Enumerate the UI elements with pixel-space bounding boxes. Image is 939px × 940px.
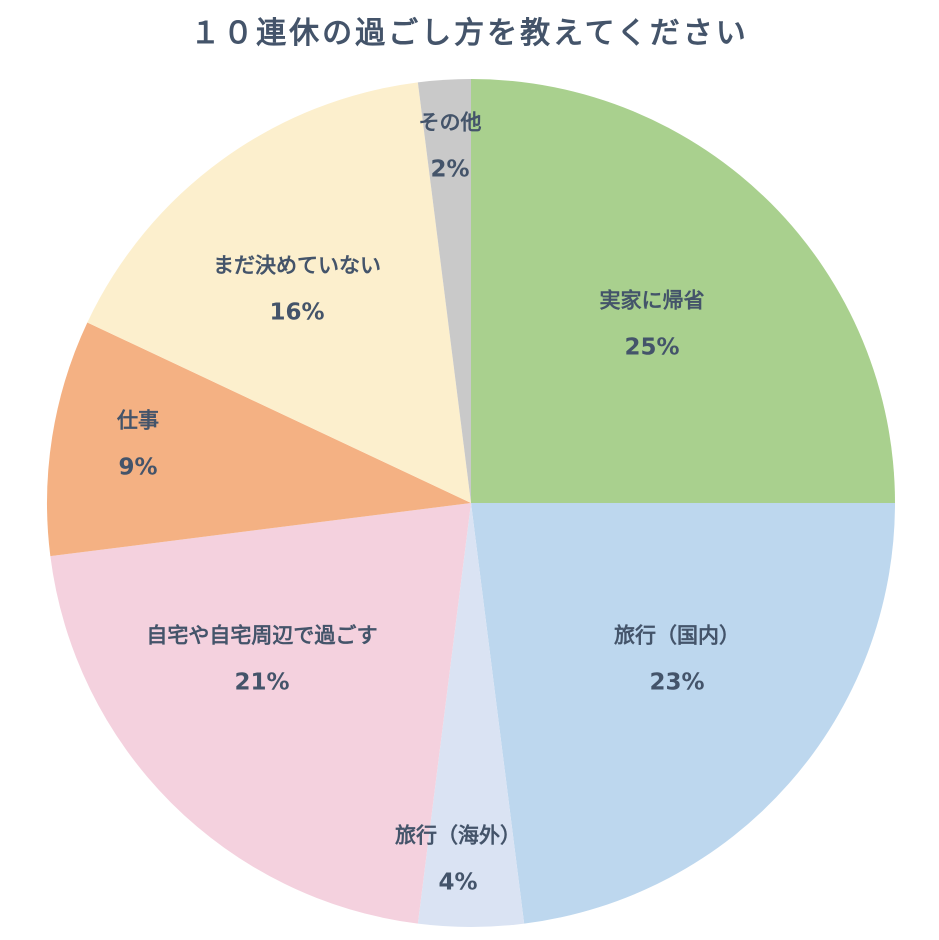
slice-percent: 9%: [118, 454, 158, 481]
slice-label: 旅行（海外） 4%: [395, 823, 521, 896]
slice-category: 自宅や自宅周辺で過ごす: [146, 623, 378, 648]
slice-percent: 4%: [438, 869, 478, 896]
slice-category: 仕事: [117, 408, 159, 433]
slice-label: 自宅や自宅周辺で過ごす 21%: [146, 623, 378, 696]
slice-percent: 21%: [234, 669, 290, 696]
pie-slice: [417, 79, 471, 503]
pie-slice: [471, 79, 895, 503]
slice-percent: 23%: [649, 669, 705, 696]
slice-category: 旅行（国内）: [614, 623, 740, 648]
slice-label: その他 2%: [418, 110, 482, 183]
pie-slice: [87, 82, 471, 503]
slice-label: 旅行（国内） 23%: [614, 623, 740, 696]
pie-slice: [471, 503, 895, 924]
slice-category: 実家に帰省: [599, 288, 705, 313]
slice-percent: 16%: [269, 299, 325, 326]
slice-label: 仕事 9%: [117, 408, 159, 481]
slice-label: 実家に帰省 25%: [599, 288, 705, 361]
pie-slice: [50, 503, 472, 924]
chart-title: １０連休の過ごし方を教えてください: [190, 16, 749, 51]
slice-category: その他: [418, 110, 482, 135]
slice-category: まだ決めていない: [213, 253, 381, 278]
pie-slice: [46, 322, 471, 557]
slice-category: 旅行（海外）: [395, 823, 521, 848]
slice-percent: 2%: [430, 156, 470, 183]
slice-percent: 25%: [624, 334, 680, 361]
pie-slice: [417, 503, 525, 928]
slice-label: まだ決めていない 16%: [213, 253, 381, 326]
